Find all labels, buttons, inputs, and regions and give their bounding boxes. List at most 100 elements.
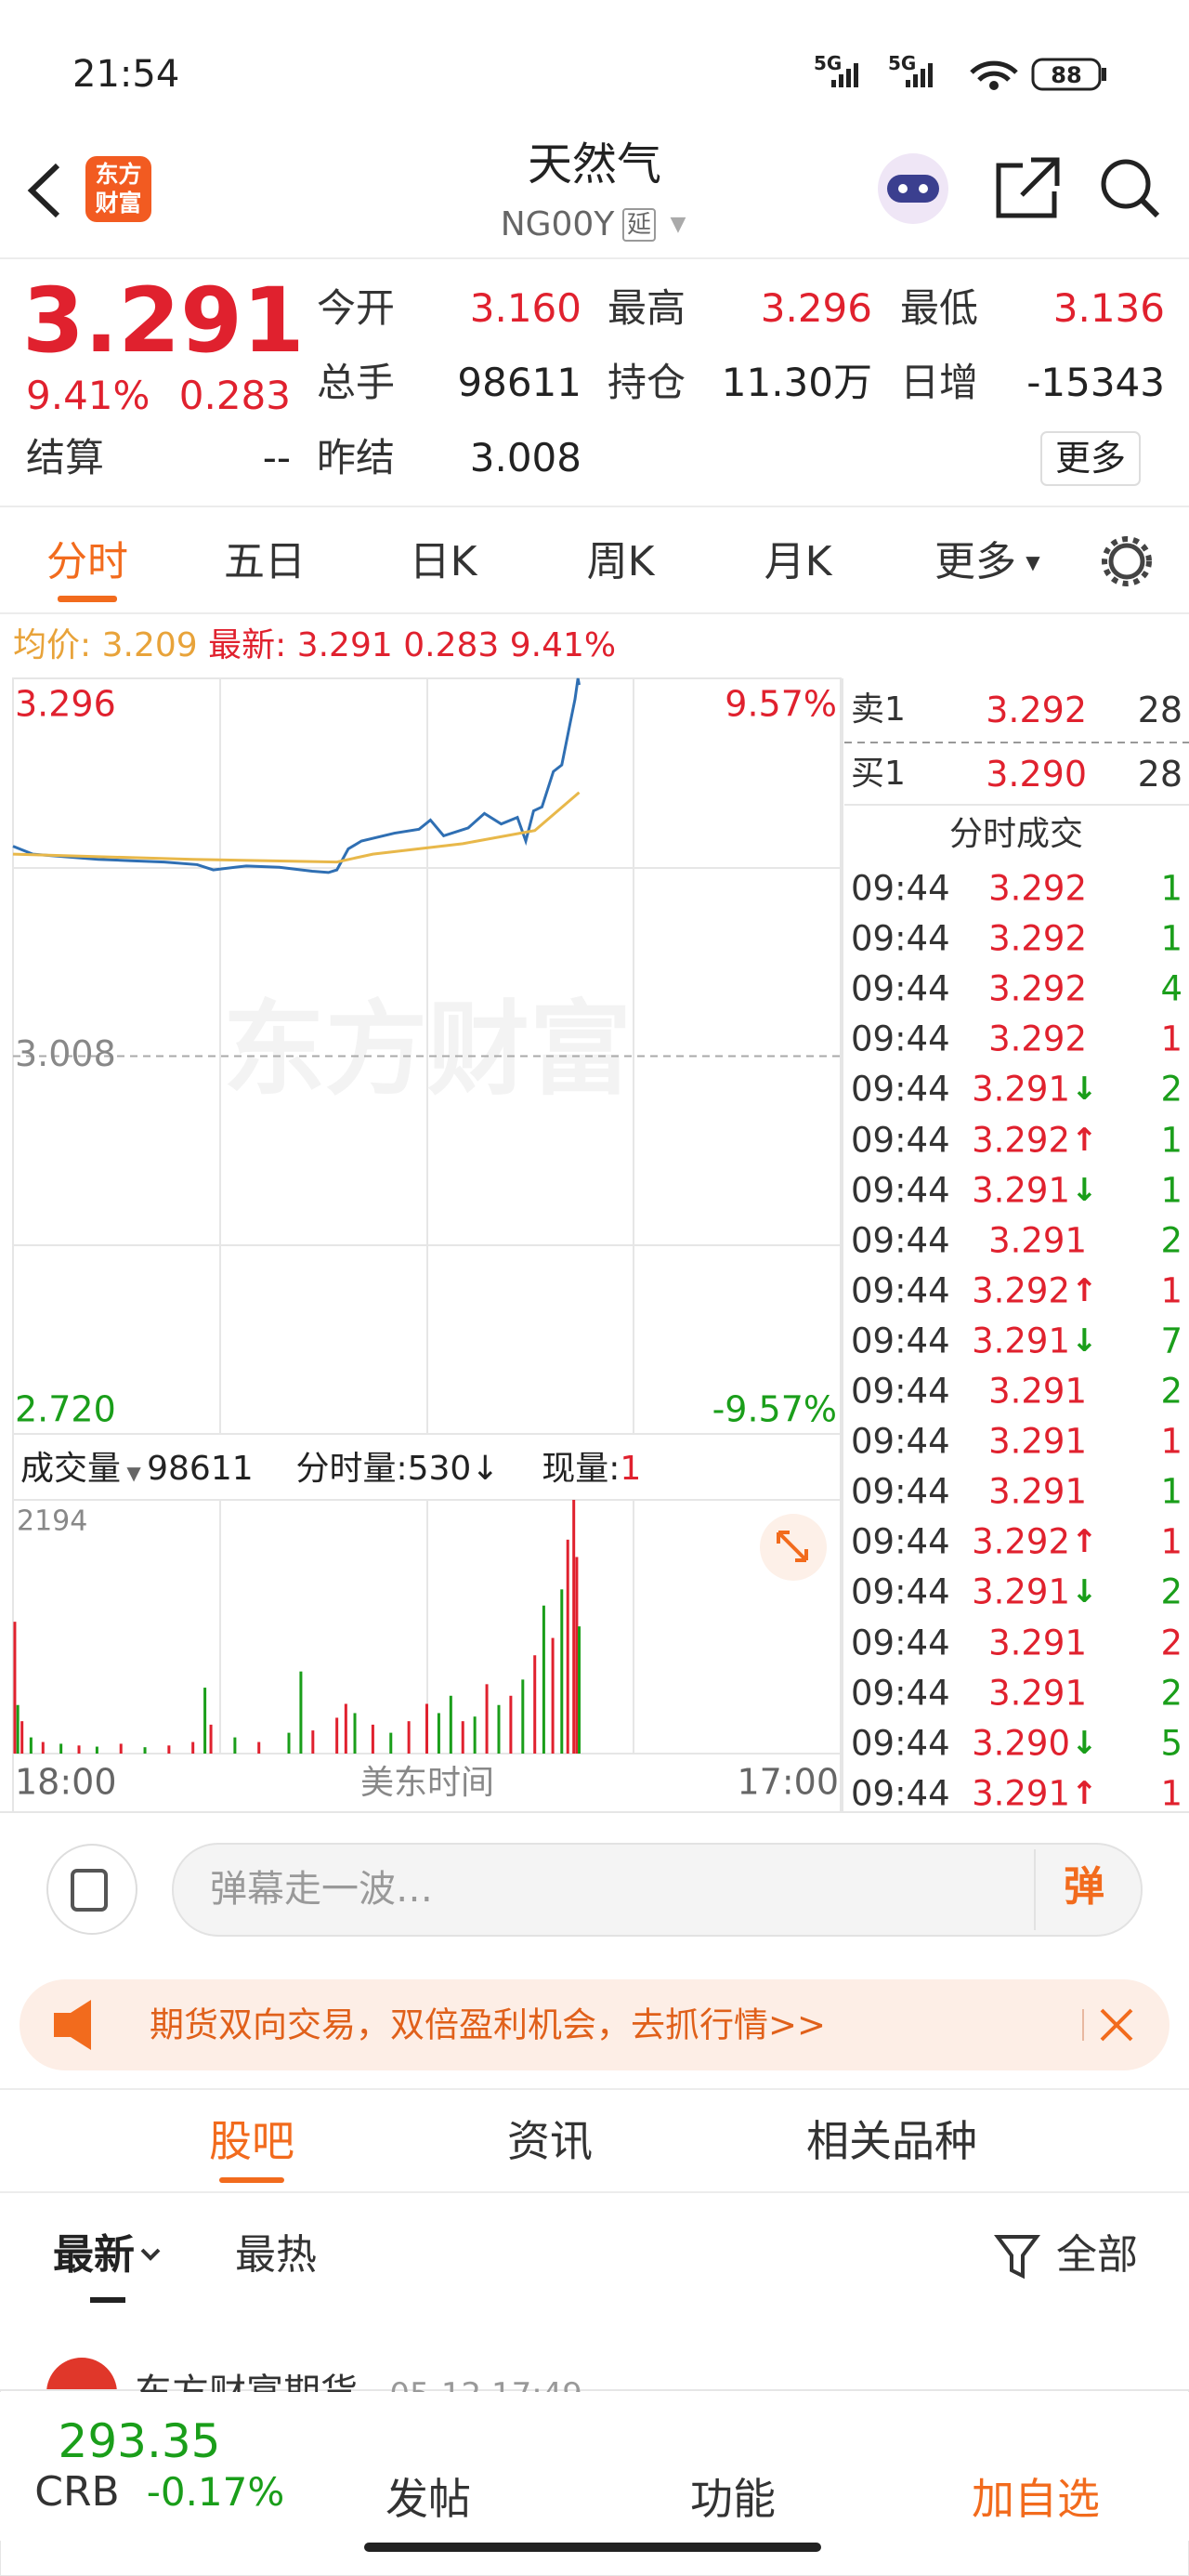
more-button-label[interactable]: 更多 (1054, 438, 1127, 479)
sort-option[interactable]: 最新 (53, 2231, 135, 2279)
trade-volume: 7 (1160, 1321, 1182, 1361)
volume-bar (95, 1746, 98, 1754)
more-button[interactable] (1040, 431, 1141, 486)
community-tab[interactable]: 股吧 (209, 2116, 294, 2166)
field-label: 昨结 (317, 435, 396, 480)
volume-bar (542, 1605, 545, 1754)
trade-arrow: ↓ (1071, 1321, 1098, 1360)
volume-bar (533, 1655, 537, 1754)
volume-bar (41, 1741, 45, 1754)
volume-bar (344, 1703, 347, 1754)
field-value: 11.30万 (721, 360, 872, 405)
field-label: 持仓 (608, 360, 686, 405)
chart-tab[interactable]: 更多 (934, 538, 1016, 585)
trade-time: 09:44 (851, 1170, 950, 1211)
tab-underline (58, 596, 117, 602)
filter-label[interactable]: 全部 (1056, 2231, 1138, 2279)
y-tick-label: 2194 (17, 1505, 87, 1538)
chart-tab[interactable]: 日K (409, 538, 477, 585)
chart-tab[interactable]: 周K (586, 538, 655, 585)
index-value[interactable]: 293.35 (58, 2414, 221, 2468)
back-icon[interactable] (27, 163, 60, 218)
volume-bar (77, 1745, 81, 1754)
trade-volume: 1 (1160, 1521, 1182, 1562)
sort-option[interactable]: 最热 (235, 2231, 317, 2279)
volume-bar (335, 1717, 339, 1754)
chart-tab[interactable]: 月K (764, 538, 832, 585)
trade-arrow: ↓ (1071, 1724, 1098, 1762)
search-icon[interactable] (1101, 159, 1151, 209)
volume-bar (143, 1747, 147, 1754)
settings-icon[interactable] (1108, 543, 1145, 580)
network-label: 5G (888, 52, 917, 74)
comment-placeholder[interactable]: 弹幕走一波… (210, 1868, 433, 1911)
banner-text[interactable]: 期货双向交易，双倍盈利机会，去抓行情>> (150, 2004, 827, 2045)
trade-price: 3.291 (972, 1321, 1070, 1361)
action-label[interactable]: 功能 (690, 2474, 776, 2524)
trade-price: 3.291 (988, 1421, 1087, 1462)
volume-bar (577, 1626, 581, 1754)
logo-text: 东方 (95, 161, 142, 188)
logo[interactable]: 东方 财富 (85, 156, 151, 222)
current-volume-label: 现量: (542, 1450, 621, 1488)
action-label[interactable]: 发帖 (385, 2474, 471, 2524)
volume-bar (16, 1704, 20, 1754)
volume-bar (257, 1741, 261, 1754)
trade-price: 3.292 (988, 918, 1087, 959)
close-icon[interactable] (1100, 2008, 1133, 2042)
volume-bar (29, 1737, 33, 1754)
title: 天然气 (527, 138, 662, 191)
volume-bar (203, 1688, 207, 1754)
community-tab[interactable]: 相关品种 (806, 2116, 977, 2166)
volume-bar (425, 1703, 428, 1754)
trade-volume: 4 (1160, 968, 1182, 1009)
trade-arrow: ↓ (1071, 1573, 1098, 1611)
trade-price: 3.292 (988, 968, 1087, 1009)
trade-price: 3.290 (972, 1723, 1070, 1764)
action-label[interactable]: 加自选 (972, 2474, 1100, 2524)
latest-label: 最新: (208, 626, 287, 664)
trade-price: 3.291 (972, 1571, 1070, 1612)
field-label: 最高 (608, 285, 686, 331)
share-icon[interactable] (996, 157, 1060, 218)
trade-time: 09:44 (851, 1120, 950, 1160)
y-tick-label: 2.720 (15, 1389, 116, 1430)
volume-label[interactable]: 成交量 (20, 1450, 122, 1488)
dropdown-arrow[interactable]: ▼ (1026, 551, 1040, 573)
y2-tick-label: -9.57% (712, 1389, 837, 1430)
field-value: 3.296 (760, 285, 872, 331)
tick-volume-label: 分时量: (295, 1450, 408, 1488)
dropdown-arrow[interactable]: ▼ (670, 213, 686, 236)
volume-bar (191, 1741, 195, 1754)
trade-price: 3.292 (988, 1019, 1087, 1059)
volume-bar (20, 1721, 24, 1754)
divider (0, 612, 1189, 614)
danmaku-button[interactable]: 弹 (1064, 1863, 1104, 1911)
latest-change-pct: 9.41% (509, 626, 617, 664)
community-tab[interactable]: 资讯 (507, 2116, 593, 2166)
trade-volume: 1 (1160, 918, 1182, 959)
book-price: 3.292 (986, 690, 1087, 730)
comment-icon[interactable] (46, 1844, 137, 1935)
trade-price: 3.291 (988, 1371, 1087, 1412)
filter-icon[interactable] (994, 2235, 1040, 2280)
info-line: 均价: 3.209 最新: 3.291 0.283 9.41% (13, 629, 616, 663)
banner[interactable] (20, 1979, 1169, 2070)
trade-volume: 1 (1160, 1120, 1182, 1160)
index-change[interactable]: -0.17% (146, 2469, 285, 2515)
chart-tab[interactable]: 五日 (224, 538, 306, 585)
volume-bar (551, 1637, 555, 1754)
comment-input[interactable] (172, 1843, 1143, 1937)
trade-volume: 1 (1160, 1421, 1182, 1462)
trade-price: 3.291 (988, 1220, 1087, 1261)
volume-bar (407, 1721, 411, 1754)
trade-price: 3.291 (972, 1069, 1070, 1110)
field-label: 结算 (26, 435, 105, 480)
index-name[interactable]: CRB (34, 2468, 120, 2516)
volume-bar (566, 1539, 569, 1754)
speaker-icon (54, 2000, 91, 2050)
volume-bar (485, 1684, 489, 1754)
battery-level: 88 (1051, 62, 1082, 88)
volume-bar (389, 1732, 393, 1754)
chart-tab[interactable]: 分时 (46, 538, 128, 585)
